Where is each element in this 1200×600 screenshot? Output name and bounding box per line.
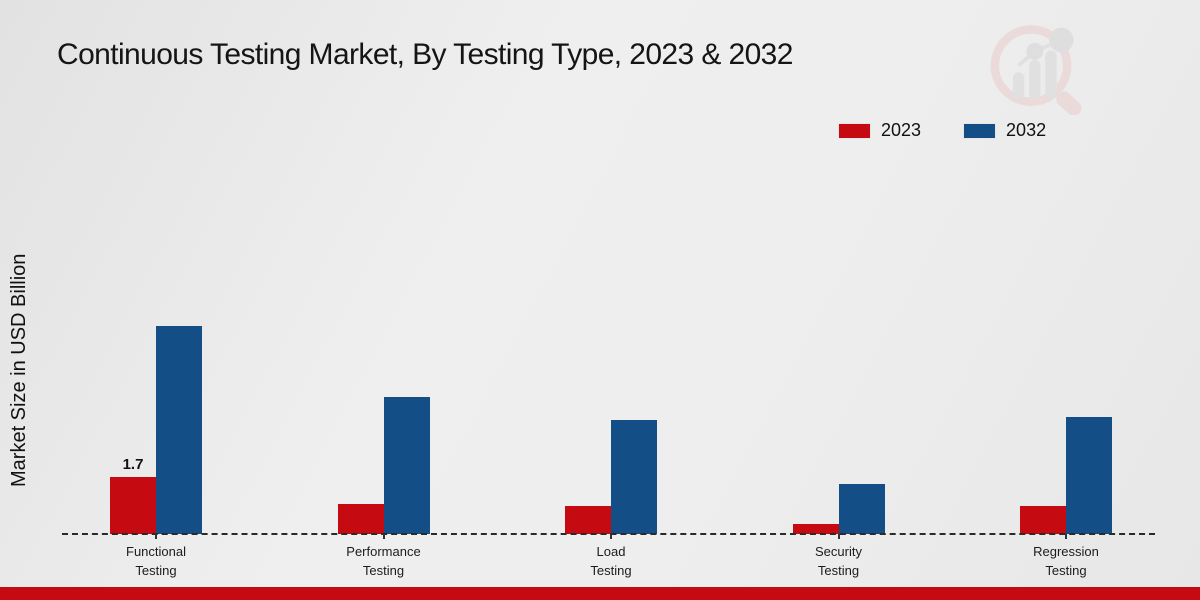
category-label: Load Testing (590, 544, 632, 578)
bar-2023-regression-testing (1020, 505, 1066, 534)
bar-2023-load-testing (565, 505, 611, 534)
footer-accent-bar (0, 587, 1200, 600)
bar-2023-functional-testing (110, 477, 156, 534)
bar-value-label: 1.7 (122, 456, 144, 474)
legend-item-2023: 2023 (838, 120, 921, 141)
market-research-future-logo-icon (990, 25, 1082, 115)
legend-label-2032: 2032 (1006, 120, 1047, 140)
x-axis-tick (1065, 534, 1067, 539)
x-axis-tick (155, 534, 157, 539)
bar-2032-regression-testing (1066, 416, 1112, 534)
x-axis-tick (382, 534, 385, 539)
bar-2023-performance-testing (337, 503, 384, 534)
category-label: Security Testing (815, 544, 862, 578)
x-axis-tick (610, 534, 612, 539)
bar-2032-load-testing (611, 420, 657, 534)
category-label: Performance Testing (346, 544, 421, 578)
x-axis-baseline (62, 533, 1155, 535)
legend-swatch-2032 (963, 122, 997, 139)
bar-2023-security-testing (792, 523, 839, 534)
x-axis-tick (837, 534, 840, 539)
legend-label-2023: 2023 (881, 120, 922, 140)
bar-2032-security-testing (838, 483, 885, 534)
bar-2032-functional-testing (156, 326, 202, 534)
legend-swatch-2023 (838, 122, 871, 139)
chart-title: Continuous Testing Market, By Testing Ty… (57, 38, 793, 71)
category-label: Regression Testing (1033, 544, 1099, 578)
category-label: Functional Testing (126, 544, 186, 578)
legend-item-2032: 2032 (963, 120, 1046, 141)
bar-2032-performance-testing (383, 396, 430, 534)
legend: 2023 2032 (838, 120, 1046, 141)
